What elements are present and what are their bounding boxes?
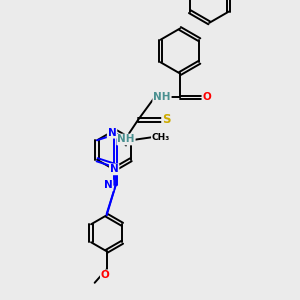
Text: N: N (108, 128, 116, 138)
Text: NH: NH (153, 92, 171, 103)
Text: O: O (101, 270, 110, 280)
Text: S: S (162, 113, 171, 127)
Text: O: O (202, 92, 211, 103)
Text: N: N (104, 180, 112, 190)
Text: CH₃: CH₃ (152, 133, 170, 142)
Text: NH: NH (117, 134, 135, 145)
Text: N: N (110, 164, 118, 174)
